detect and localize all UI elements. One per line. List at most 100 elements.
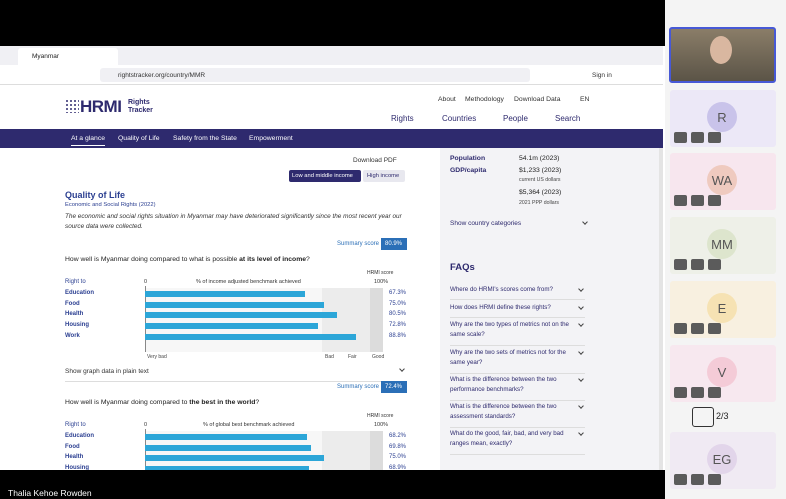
tile-icon (674, 387, 687, 398)
note: The economic and social rights situation… (65, 213, 402, 230)
section-tab[interactable]: Empowerment (249, 135, 293, 142)
faq-item[interactable]: What do the good, fair, bad, and very ba… (450, 430, 564, 447)
row-label: Housing (65, 465, 89, 472)
faq-divider (450, 299, 585, 300)
top-link[interactable]: EN (580, 96, 590, 103)
chevron (399, 366, 405, 372)
tile-icon (691, 195, 704, 206)
faq-item[interactable]: What is the difference between the two a… (450, 403, 557, 420)
stat-unit: current US dollars (519, 177, 561, 183)
avatar: MM (707, 229, 737, 259)
row-label: Work (65, 332, 80, 339)
tab-title[interactable]: Myanmar (32, 53, 60, 60)
section-tab[interactable]: At a glance (71, 135, 106, 146)
faq-divider (450, 373, 585, 374)
summary-box (381, 238, 407, 250)
faq-item[interactable]: What is the difference between the two p… (450, 376, 557, 393)
main-link[interactable]: Rights (391, 114, 414, 123)
faq-item[interactable]: How does HRMI define these rights? (450, 304, 551, 311)
faq-item[interactable]: Why are the two sets of metrics not for … (450, 349, 566, 366)
nav-bar (0, 129, 663, 148)
tile-icon (674, 323, 687, 334)
avatar: E (707, 293, 737, 323)
value-label: 67.3% (388, 290, 406, 296)
bar (145, 444, 312, 451)
axis-line (145, 286, 146, 352)
main-link[interactable]: Search (555, 114, 581, 123)
toggle-label[interactable]: Low and middle income (292, 173, 353, 179)
question-part: at its level of income (239, 256, 307, 263)
bar (145, 434, 308, 440)
faq-divider (450, 454, 585, 455)
pager-prev[interactable] (692, 407, 714, 427)
value-label: 68.2% (388, 433, 406, 439)
row-label: Health (65, 454, 84, 461)
avatar: WA (707, 165, 737, 195)
top-link[interactable]: About (438, 96, 456, 103)
main-link[interactable]: Countries (442, 114, 477, 123)
tab[interactable] (18, 48, 118, 65)
faq-item[interactable]: Why are the two types of metrics not on … (450, 321, 569, 338)
avatar-initials: V (717, 365, 727, 380)
faq-item[interactable]: Where do HRMI's scores come from? (450, 286, 553, 293)
question-part: How well is Myanmar doing compared to (65, 399, 190, 406)
tile-icon (691, 132, 704, 143)
scrollbar (659, 148, 663, 470)
question-part: ? (306, 256, 310, 263)
bar (145, 301, 324, 308)
band-label: Fair (348, 353, 357, 360)
band-label: Very bad (147, 353, 167, 360)
section-tab[interactable]: Quality of Life (118, 135, 160, 142)
logo-sub: Tracker (128, 107, 153, 114)
tile-icon (708, 195, 721, 206)
question: How well is Myanmar doing compared to wh… (65, 256, 310, 263)
section-tab[interactable]: Safety from the State (173, 135, 237, 142)
faq-divider (450, 427, 585, 428)
download-pdf[interactable]: Download PDF (353, 157, 397, 164)
faq-divider (450, 317, 585, 318)
faq-divider (450, 345, 585, 346)
video-top (0, 0, 665, 46)
stat-label: Population (450, 155, 486, 162)
bar (145, 455, 324, 462)
value-label: 68.9% (388, 465, 406, 472)
section-sub: Economic and Social Rights (2022) (65, 202, 156, 208)
plain-text-toggle[interactable]: Show graph data in plain text (65, 368, 149, 375)
value-label: 80.5% (388, 311, 406, 318)
toggle-high[interactable] (363, 170, 405, 182)
stat-unit: 2021 PPP dollars (519, 200, 559, 206)
avatar: V (707, 357, 737, 387)
axis-end: 100% (374, 279, 389, 285)
score-head: HRMI score (367, 413, 394, 419)
tile-icon (674, 259, 687, 270)
band-label: Good (372, 353, 385, 360)
row-label: Education (65, 433, 95, 439)
logo-mark (65, 99, 79, 113)
url[interactable]: rightstracker.org/country/MMR (118, 72, 206, 79)
right-to: Right to (65, 422, 86, 428)
summary-box (381, 381, 407, 393)
main-link[interactable]: People (503, 114, 528, 123)
right-to: Right to (65, 279, 86, 285)
toggle-low[interactable] (289, 170, 361, 182)
tile-icon (674, 474, 687, 485)
sign-in[interactable]: Sign in (592, 72, 612, 79)
question-part: How well is Myanmar doing compared to wh… (65, 256, 240, 263)
band-good (370, 288, 383, 352)
toggle-label[interactable]: High income (367, 173, 400, 179)
avatar-initials: MM (711, 237, 733, 252)
top-link[interactable]: Download Data (514, 96, 561, 103)
tile-icon (708, 259, 721, 270)
logo: HRMI (80, 97, 122, 116)
bar (145, 312, 337, 319)
country-categories[interactable]: Show country categories (450, 220, 522, 227)
row-label: Education (65, 290, 95, 296)
stat-value: $1,233 (2023) (519, 167, 562, 174)
axis-start: 0 (144, 422, 148, 428)
url-field[interactable] (100, 68, 530, 82)
tile-icon (708, 474, 721, 485)
top-link[interactable]: Methodology (465, 96, 504, 103)
value-label: 75.0% (388, 454, 406, 461)
self-face (710, 36, 732, 64)
